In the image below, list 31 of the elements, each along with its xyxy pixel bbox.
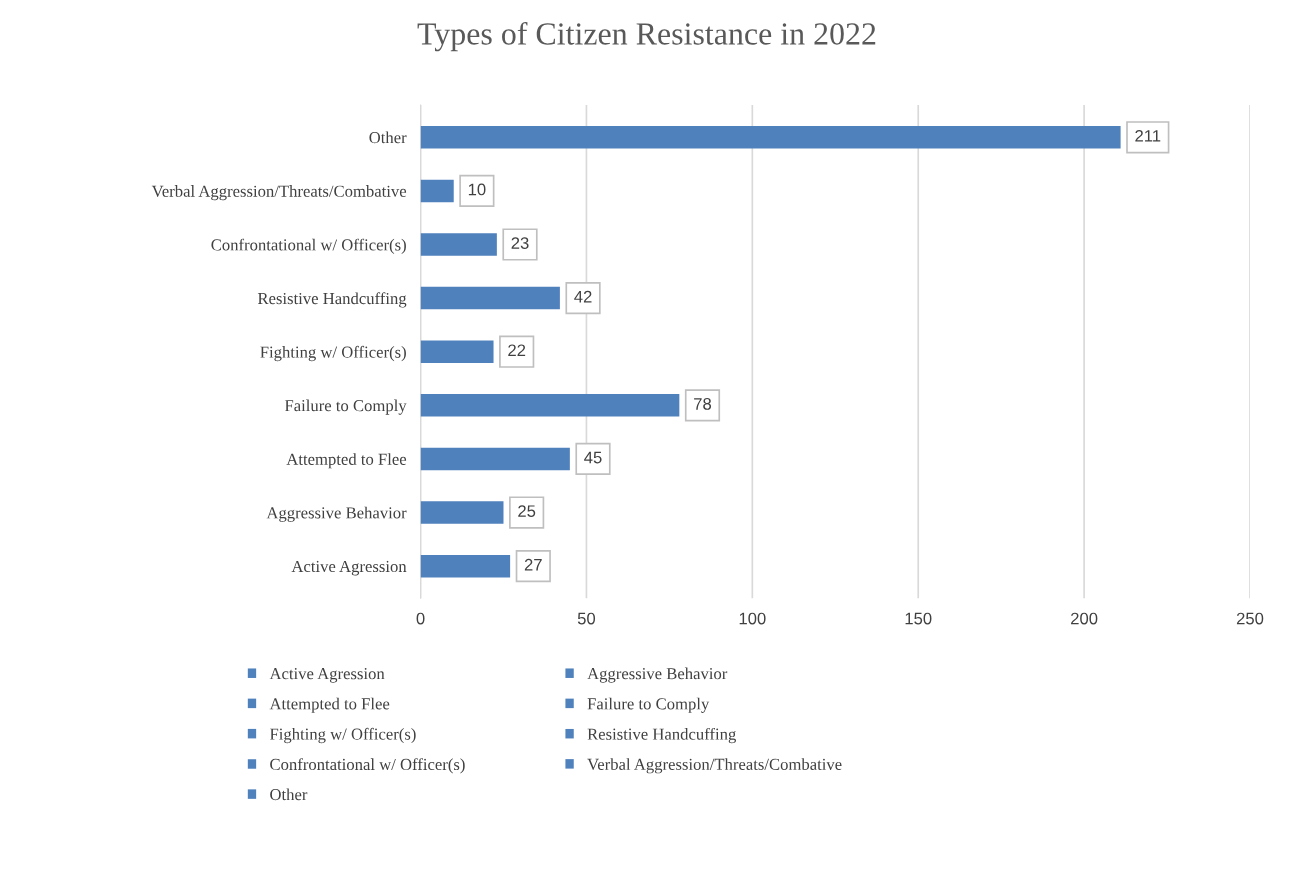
data-label: 10	[468, 183, 486, 196]
y-tick-label: Failure to Comply	[284, 399, 407, 415]
y-tick-label: Attempted to Flee	[286, 453, 407, 469]
data-label: 23	[511, 237, 529, 249]
data-label: 42	[574, 290, 592, 303]
x-tick-label: 150	[905, 612, 932, 625]
y-tick-label: Active Agression	[291, 560, 407, 576]
data-label: 45	[584, 451, 602, 464]
legend-label: Resistive Handcuffing	[587, 727, 736, 744]
y-tick-label: Other	[369, 131, 407, 144]
legend-label: Other	[270, 788, 308, 801]
data-label: 27	[524, 558, 542, 571]
chart-title: Types of Citizen Resistance in 2022	[417, 21, 876, 52]
data-label: 22	[508, 344, 526, 357]
legend-label: Confrontational w/ Officer(s)	[270, 758, 465, 774]
x-tick-label: 250	[1236, 612, 1264, 625]
data-label: 25	[518, 505, 536, 518]
y-tick-label: Verbal Aggression/Threats/Combative	[151, 185, 407, 201]
legend-label: Aggressive Behavior	[587, 667, 728, 683]
x-tick-label: 0	[416, 612, 425, 625]
x-tick-label: 200	[1071, 612, 1098, 625]
legend-label: Verbal Aggression/Threats/Combative	[587, 758, 842, 774]
legend-label: Failure to Comply	[587, 697, 710, 713]
y-tick-label: Confrontational w/ Officer(s)	[211, 238, 406, 254]
data-label: 211	[1135, 129, 1161, 142]
x-tick-label: 100	[739, 612, 766, 625]
y-tick-label: Fighting w/ Officer(s)	[260, 345, 406, 362]
data-label: 78	[694, 397, 712, 410]
y-tick-label: Resistive Handcuffing	[257, 292, 407, 308]
x-tick-label: 50	[577, 612, 596, 625]
y-tick-label: Aggressive Behavior	[266, 506, 407, 522]
